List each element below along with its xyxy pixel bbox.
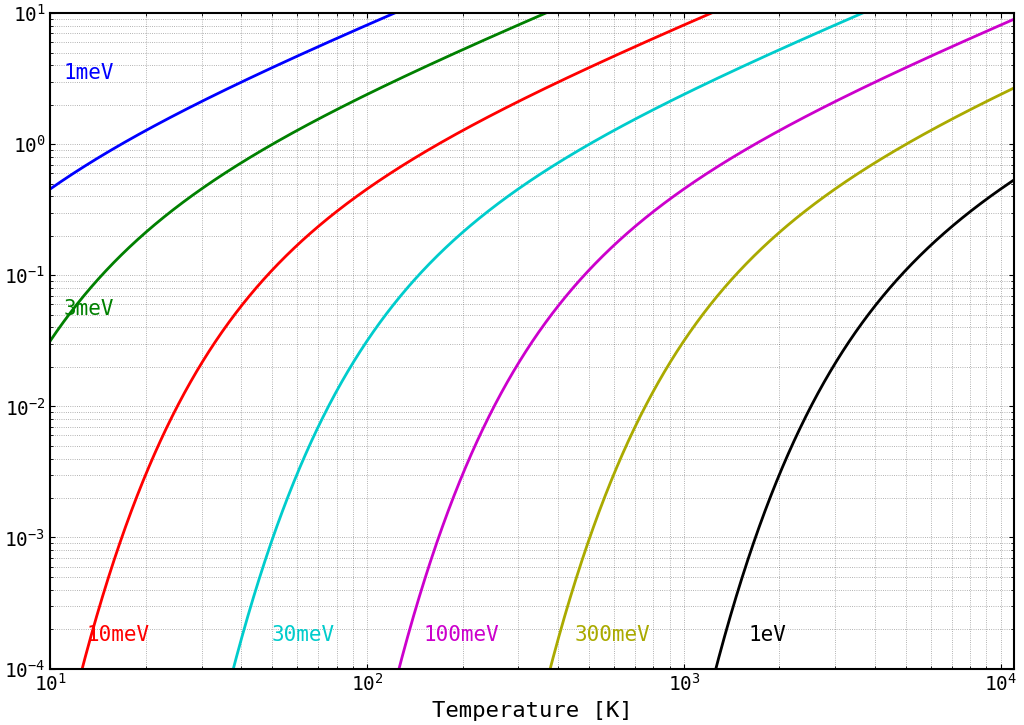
Text: 3meV: 3meV xyxy=(63,299,114,319)
Text: 1meV: 1meV xyxy=(63,63,114,83)
Text: 100meV: 100meV xyxy=(423,626,499,645)
Text: 300meV: 300meV xyxy=(574,626,650,645)
Text: 1eV: 1eV xyxy=(749,626,786,645)
Text: 10meV: 10meV xyxy=(86,626,150,645)
Text: 30meV: 30meV xyxy=(272,626,335,645)
X-axis label: Temperature [K]: Temperature [K] xyxy=(432,701,633,721)
